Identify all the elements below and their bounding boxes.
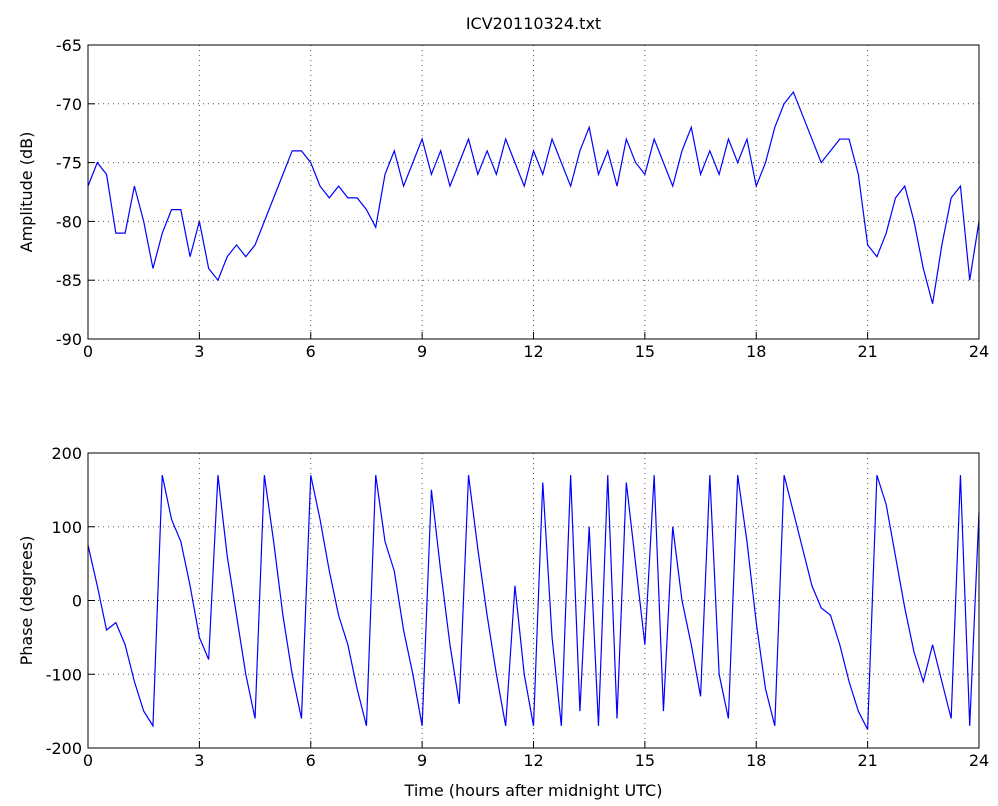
x-tick-label: 24 [969,342,989,361]
y-tick-label: 0 [72,592,82,611]
y-tick-label: 200 [51,444,82,463]
axes-box [87,452,980,749]
x-tick-label: 9 [417,751,427,770]
axes-box [87,44,980,340]
y-axis-label: Amplitude (dB) [17,132,36,253]
y-tick-label: 100 [51,518,82,537]
x-tick-label: 18 [746,342,766,361]
y-tick-label: -90 [56,330,82,349]
x-tick-label: 9 [417,342,427,361]
x-tick-label: 12 [523,751,543,770]
y-tick-label: -70 [56,95,82,114]
y-tick-label: -65 [56,36,82,55]
y-tick-label: -100 [46,665,82,684]
y-tick-label: -200 [46,739,82,758]
x-tick-label: 0 [83,342,93,361]
x-axis-label: Time (hours after midnight UTC) [404,781,663,800]
x-tick-label: 3 [194,342,204,361]
chart-title: ICV20110324.txt [466,14,601,33]
x-tick-label: 18 [746,751,766,770]
y-tick-label: -85 [56,271,82,290]
y-tick-label: -80 [56,212,82,231]
x-tick-label: 12 [523,342,543,361]
x-tick-label: 15 [635,342,655,361]
x-tick-label: 21 [857,342,877,361]
x-tick-label: 24 [969,751,989,770]
plot-area [88,45,979,339]
data-line [87,474,980,730]
y-axis-label: Phase (degrees) [17,536,36,666]
x-tick-label: 21 [857,751,877,770]
data-line [87,90,980,304]
x-tick-label: 0 [83,751,93,770]
x-tick-label: 15 [635,751,655,770]
x-tick-label: 3 [194,751,204,770]
x-tick-label: 6 [306,342,316,361]
y-tick-label: -75 [56,154,82,173]
x-tick-label: 6 [306,751,316,770]
